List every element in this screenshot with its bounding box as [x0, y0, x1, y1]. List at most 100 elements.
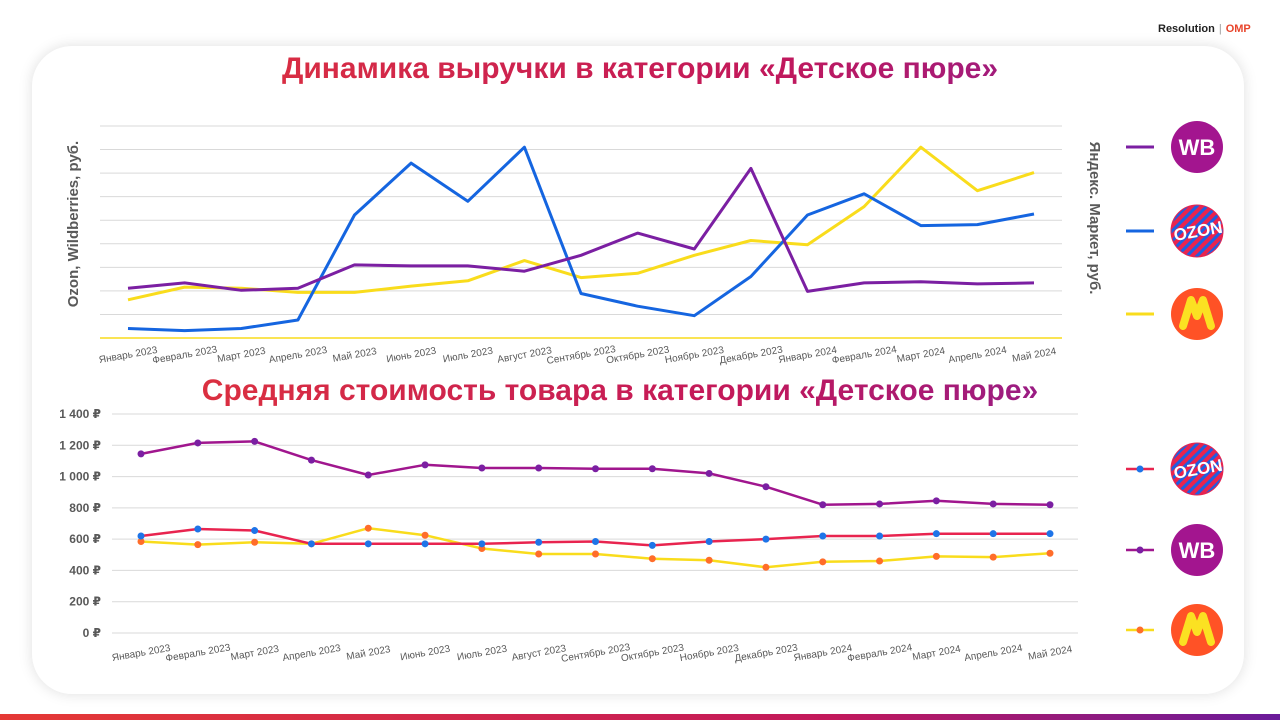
- x-tick-label: Июль 2023: [442, 346, 494, 366]
- legend-marker: [1136, 465, 1144, 473]
- data-point-wb: [705, 469, 713, 477]
- y-tick-label: 600 ₽: [69, 532, 101, 546]
- data-point-yandex-market: [592, 550, 599, 558]
- y-tick-label: 1 000 ₽: [59, 470, 101, 484]
- y-tick-label: 800 ₽: [69, 501, 101, 515]
- x-tick-label: Декабрь 2023: [718, 343, 784, 366]
- ozon-logo-stripe: [1171, 443, 1199, 495]
- wb-logo-icon: WB: [1171, 121, 1223, 173]
- legend-marker: [1136, 626, 1144, 634]
- x-tick-label: Декабрь 2023: [734, 641, 800, 664]
- data-point-ozon: [648, 541, 656, 549]
- data-point-wb: [819, 501, 827, 509]
- x-tick-label: Ноябрь 2023: [679, 642, 740, 664]
- y-tick-label: 0 ₽: [83, 626, 101, 640]
- legend-marker: [1136, 546, 1144, 554]
- data-point-yandex-market: [989, 553, 997, 561]
- yandex-market-logo-icon: [1171, 604, 1223, 656]
- x-tick-label: Апрель 2023: [268, 345, 328, 366]
- data-point-wb: [364, 471, 372, 479]
- data-point-ozon: [251, 527, 259, 535]
- x-tick-label: Май 2023: [346, 644, 392, 663]
- x-tick-label: Ноябрь 2023: [664, 344, 725, 366]
- ym-logo-mark: [1179, 296, 1215, 330]
- brand-separator: |: [1218, 23, 1222, 35]
- y-tick-label: 200 ₽: [69, 595, 101, 609]
- data-point-wb: [1046, 501, 1054, 509]
- data-point-wb: [421, 461, 429, 469]
- data-point-wb: [648, 465, 656, 473]
- ozon-logo-stripe: [1175, 205, 1223, 257]
- x-tick-label: Май 2024: [1027, 644, 1073, 663]
- x-tick-label: Апрель 2023: [282, 643, 342, 664]
- wb-logo-text: WB: [1179, 538, 1216, 563]
- ozon-logo-stripe: [1195, 205, 1223, 257]
- series-line-wb: [127, 166, 1035, 293]
- x-tick-label: Август 2023: [511, 643, 568, 663]
- ozon-logo-rim: [1170, 204, 1224, 258]
- wb-logo-icon: WB: [1171, 524, 1223, 576]
- wb-logo-circle: [1171, 524, 1223, 576]
- price-chart-title: Средняя стоимость товара в категории «Де…: [0, 374, 1260, 408]
- data-point-wb: [932, 497, 940, 505]
- data-point-ozon: [478, 540, 486, 548]
- data-point-wb: [194, 439, 202, 447]
- ozon-logo-stripe: [1171, 205, 1219, 257]
- series-line-yandex-market: [127, 145, 1035, 302]
- y-axis-right-label: Яндекс. Маркет, руб.: [1086, 142, 1103, 295]
- ozon-logo-stripe: [1195, 443, 1223, 495]
- content-card: [32, 46, 1244, 694]
- data-point-yandex-market: [819, 558, 827, 566]
- x-tick-label: Февраль 2024: [847, 642, 914, 664]
- price-chart: 0 ₽ 200 ₽ 400 ₽ 600 ₽ 800 ₽ 1 000 ₽ 1 200 ₽ 1 4…: [59, 407, 1078, 665]
- x-tick-label: Январь 2024: [778, 345, 839, 366]
- data-point-ozon: [1046, 530, 1054, 538]
- data-point-ozon: [989, 530, 997, 538]
- x-tick-label: Февраль 2023: [165, 642, 232, 664]
- x-tick-label: Июнь 2023: [400, 644, 452, 664]
- ozon-logo-stripe: [1171, 205, 1209, 257]
- data-point-yandex-market: [364, 524, 372, 532]
- series-line-ozon: [127, 145, 1035, 333]
- ozon-logo-stripe: [1171, 443, 1209, 495]
- data-point-ozon: [932, 530, 940, 538]
- ozon-logo-stripe: [1185, 443, 1223, 495]
- wb-logo-circle: [1171, 121, 1223, 173]
- x-tick-label: Апрель 2024: [948, 345, 1008, 366]
- ozon-logo-stripe: [1175, 443, 1223, 495]
- x-tick-label: Март 2024: [896, 346, 947, 365]
- ozon-logo-stripe: [1171, 443, 1219, 495]
- data-point-wb: [478, 464, 486, 472]
- data-point-ozon: [819, 532, 827, 540]
- data-point-yandex-market: [932, 552, 940, 560]
- x-tick-label: Январь 2023: [98, 345, 159, 366]
- y-tick-label: 400 ₽: [69, 563, 101, 577]
- x-tick-label: Апрель 2024: [963, 643, 1023, 664]
- x-tick-label: Июль 2023: [456, 644, 508, 664]
- x-tick-label: Октябрь 2023: [620, 641, 685, 664]
- data-point-wb: [989, 500, 997, 508]
- data-point-ozon: [592, 537, 599, 545]
- ozon-logo-stripe: [1171, 205, 1199, 257]
- data-point-yandex-market: [762, 563, 770, 571]
- ym-logo-mark: [1179, 612, 1215, 646]
- x-tick-label: Февраль 2023: [152, 344, 219, 366]
- data-point-yandex-market: [1046, 549, 1054, 557]
- revenue-chart-title: Динамика выручки в категории «Детское пю…: [0, 52, 1280, 86]
- data-point-ozon: [535, 538, 543, 546]
- data-point-ozon: [194, 525, 202, 533]
- bottom-accent-bar: [0, 714, 1280, 720]
- data-point-wb: [592, 465, 599, 473]
- x-tick-label: Май 2023: [332, 346, 378, 365]
- x-tick-label: Январь 2024: [793, 643, 854, 664]
- data-point-wb: [876, 500, 884, 508]
- brand-logo-icon: ОМР: [1225, 23, 1251, 35]
- yandex-market-logo-icon: [1171, 288, 1223, 340]
- data-point-yandex-market: [137, 537, 145, 545]
- data-point-ozon: [364, 540, 372, 548]
- data-point-ozon: [421, 540, 429, 548]
- x-tick-label: Март 2024: [912, 644, 963, 663]
